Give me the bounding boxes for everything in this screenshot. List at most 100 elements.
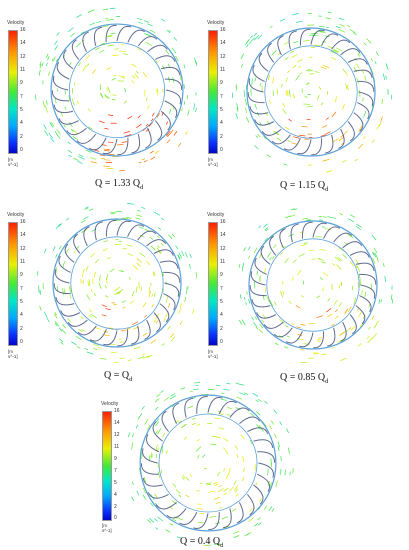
velocity-vector	[103, 240, 108, 243]
velocity-vector	[165, 121, 169, 125]
velocity-vector	[47, 56, 50, 61]
runner-blade	[349, 314, 357, 335]
velocity-vector	[127, 253, 133, 256]
velocity-vector	[185, 131, 188, 135]
velocity-vector	[136, 209, 141, 212]
velocity-vector	[68, 95, 71, 101]
velocity-vector	[276, 137, 282, 141]
velocity-vector	[322, 287, 324, 292]
tick-label: 16	[114, 408, 120, 414]
tick-label: 2	[20, 326, 23, 332]
tick-label: 7	[20, 286, 23, 292]
velocity-vector	[363, 42, 367, 46]
runner-blade	[263, 321, 284, 329]
velocity-vector	[88, 208, 94, 211]
velocity-vector	[63, 124, 66, 128]
velocity-vector	[325, 170, 333, 173]
velocity-vector	[214, 543, 220, 545]
velocity-vector	[347, 84, 349, 91]
velocity-vector	[358, 311, 362, 318]
velocity-vector	[218, 488, 224, 493]
tick-label: 14	[114, 420, 120, 426]
velocity-vector	[69, 294, 72, 299]
runner-blade	[340, 48, 361, 56]
velocity-vector	[103, 165, 110, 167]
runner-blade	[142, 477, 163, 487]
velocity-vector	[46, 316, 50, 323]
velocity-vector	[76, 42, 82, 48]
colorbar	[208, 222, 218, 346]
runner-blade	[165, 89, 182, 105]
velocity-vector	[179, 75, 182, 81]
velocity-vector	[175, 55, 179, 62]
velocity-vector	[123, 100, 127, 104]
velocity-vector	[138, 413, 143, 419]
runner-blade	[359, 273, 377, 285]
runner-blade	[299, 28, 311, 46]
velocity-vector	[285, 215, 291, 219]
runner-blade	[229, 407, 250, 418]
tick-label: 9	[220, 272, 223, 278]
velocity-vector	[78, 328, 83, 333]
runner-blade	[249, 106, 269, 115]
velocity-vector	[38, 69, 41, 76]
velocity-vector	[338, 302, 342, 308]
tick-label: 2	[114, 504, 117, 510]
velocity-vector	[285, 90, 288, 96]
velocity-vector	[342, 68, 346, 73]
velocity-vector	[337, 256, 343, 262]
tick-label: 5	[114, 480, 117, 486]
velocity-vector	[124, 87, 127, 93]
velocity-vector	[233, 535, 240, 539]
runner-inner-ring	[158, 413, 258, 513]
runner-blade	[127, 224, 145, 237]
runner-blade	[208, 512, 220, 531]
runner-blade	[164, 282, 180, 297]
velocity-vector	[254, 35, 259, 41]
velocity-vector	[119, 357, 125, 359]
velocity-vector	[168, 234, 173, 239]
velocity-vector	[41, 62, 44, 67]
velocity-vector	[54, 313, 58, 319]
runner-blade	[254, 257, 267, 275]
velocity-vector	[93, 292, 97, 296]
velocity-vector	[253, 247, 258, 254]
velocity-vector	[244, 39, 250, 46]
velocity-vector	[139, 252, 146, 257]
velocity-vector	[286, 90, 289, 97]
runner-blade	[347, 58, 368, 65]
velocity-vector	[320, 66, 327, 70]
runner-blade	[248, 78, 264, 93]
velocity-vector	[250, 412, 255, 417]
runner-blade	[63, 49, 74, 70]
runner-blade	[137, 230, 157, 241]
velocity-vector	[67, 317, 72, 323]
velocity-vector	[221, 516, 229, 520]
velocity-vector	[300, 361, 308, 364]
velocity-vector	[162, 65, 165, 70]
runner-blade	[277, 35, 284, 56]
velocity-vector	[48, 132, 53, 139]
runner-blade	[127, 29, 146, 43]
velocity-vector	[287, 447, 290, 454]
tick-label: 7	[220, 286, 223, 292]
velocity-vector	[127, 432, 131, 438]
velocity-vector	[259, 323, 264, 329]
velocity-vector	[135, 217, 141, 220]
velocity-vector	[175, 489, 181, 494]
velocity-vector	[154, 398, 160, 403]
velocity-vector	[49, 121, 54, 128]
velocity-vector	[132, 264, 139, 270]
velocity-vector	[54, 40, 58, 45]
velocity-vector	[153, 271, 156, 276]
velocity-vector	[251, 37, 255, 41]
runner-blade	[147, 44, 168, 53]
velocity-vector	[282, 290, 285, 295]
velocity-vector	[325, 131, 331, 135]
velocity-vector	[255, 482, 258, 486]
velocity-vector	[344, 311, 347, 315]
velocity-vector	[71, 341, 77, 346]
velocity-vector	[43, 311, 48, 318]
velocity-vector	[244, 107, 248, 114]
velocity-vector	[364, 75, 367, 81]
